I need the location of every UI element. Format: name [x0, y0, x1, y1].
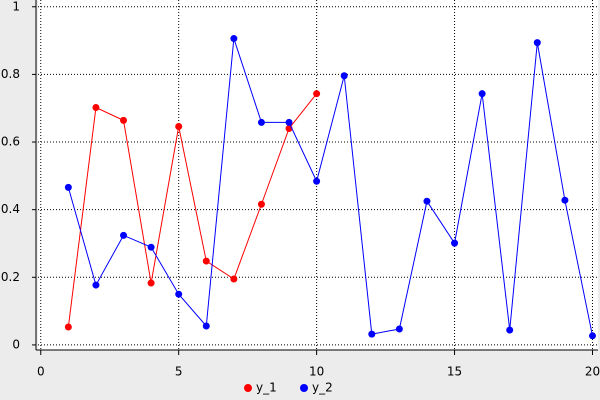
y-tick-label: 0.4	[1, 202, 20, 216]
data-point	[588, 332, 596, 340]
data-point	[506, 326, 514, 334]
x-tick-label: 20	[585, 365, 600, 379]
y-tick-label: 0.2	[1, 270, 20, 284]
data-point	[395, 325, 403, 333]
data-point	[257, 118, 265, 126]
data-point	[423, 197, 431, 205]
data-point	[230, 275, 238, 283]
data-point	[175, 290, 183, 298]
data-point	[147, 243, 155, 251]
legend-marker	[300, 384, 308, 392]
data-point	[147, 279, 155, 287]
series-line	[67, 93, 318, 328]
x-tick-label: 5	[175, 365, 183, 379]
data-point	[285, 118, 293, 126]
data-point	[451, 239, 459, 247]
data-point	[478, 90, 486, 98]
legend-label: y_1	[256, 381, 277, 395]
data-point	[257, 200, 265, 208]
data-point	[368, 330, 376, 338]
data-point	[313, 90, 321, 98]
data-point	[92, 104, 100, 112]
legend-label: y_2	[312, 381, 333, 395]
marks	[64, 35, 596, 340]
data-point	[202, 322, 210, 330]
y-tick-label: 1	[12, 0, 20, 13]
y-tick-label: 0.6	[1, 135, 20, 149]
data-point	[120, 116, 128, 124]
data-point	[202, 257, 210, 265]
data-point	[64, 183, 72, 191]
data-point	[230, 35, 238, 43]
x-tick-label: 15	[447, 365, 462, 379]
x-tick-label: 0	[37, 365, 45, 379]
data-point	[92, 281, 100, 289]
data-point	[340, 72, 348, 80]
data-point	[313, 177, 321, 185]
data-point	[533, 39, 541, 47]
legend-marker	[244, 384, 252, 392]
data-point	[175, 122, 183, 130]
data-point	[561, 196, 569, 204]
series-line	[67, 38, 593, 336]
y-tick-label: 0.8	[1, 67, 20, 81]
data-point	[64, 323, 72, 331]
data-point	[120, 231, 128, 239]
y-tick-label: 0	[12, 337, 20, 351]
x-tick-label: 10	[309, 365, 324, 379]
